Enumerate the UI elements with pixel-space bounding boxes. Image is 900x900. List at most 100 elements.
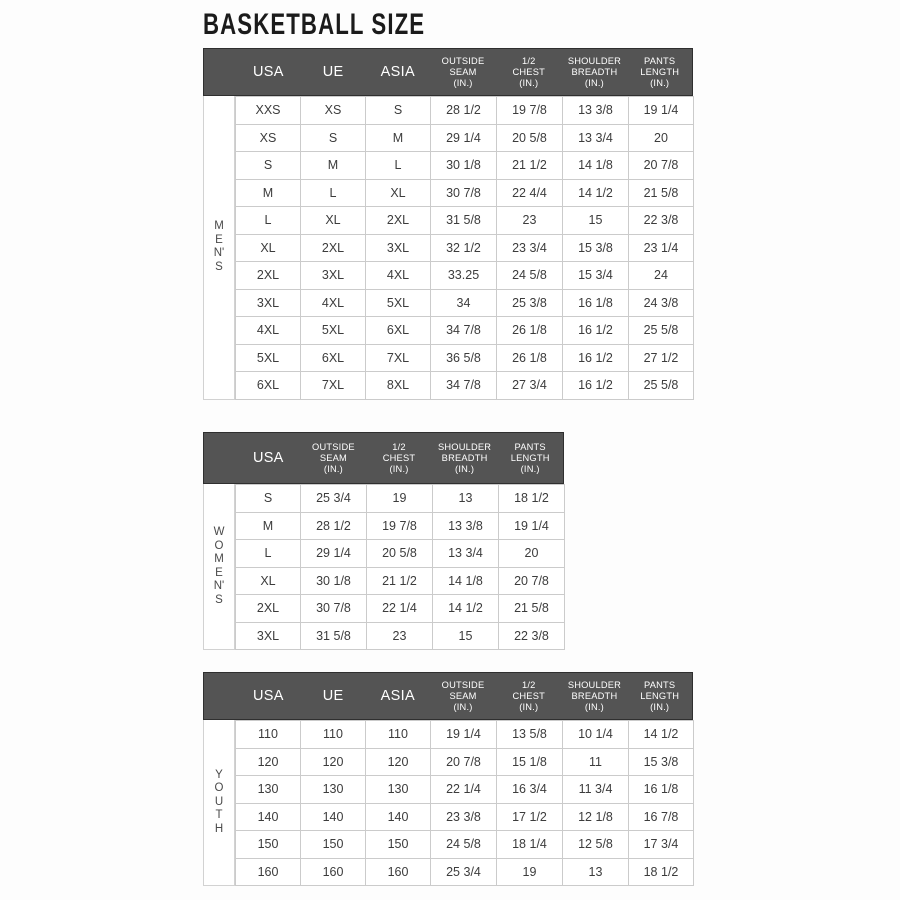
table-row: XXS XS S 28 1/2 19 7/8 13 3/8 19 1/4 [235,96,694,125]
cell-mens-usa: XS [235,123,301,152]
cell-youth-pants: 15 3/8 [628,747,694,776]
cell-mens-usa: 6XL [235,371,301,400]
header-label-spacer [204,49,236,95]
table-row: S 25 3/4 19 13 18 1/2 [235,484,565,513]
cell-womens-shoulder: 13 [432,484,499,513]
column-header-line: (IN.) [453,77,473,88]
cell-mens-asia: 3XL [365,233,431,262]
cell-womens-chest: 22 1/4 [366,594,433,623]
column-header-line: SEAM [449,690,477,701]
category-label-letter: O [214,539,224,552]
cell-mens-asia: 5XL [365,288,431,317]
column-header-womens-usa: USA [236,433,301,483]
cell-mens-usa: XXS [235,96,301,125]
cell-womens-shoulder: 13 3/8 [432,511,499,540]
cell-youth-shoulder: 13 [562,857,629,886]
cell-mens-chest: 19 7/8 [496,96,563,125]
cell-womens-seam: 29 1/4 [300,539,367,568]
cell-womens-chest: 19 [366,484,433,513]
header-label-spacer [204,673,236,719]
cell-womens-seam: 30 7/8 [300,594,367,623]
cell-youth-chest: 16 3/4 [496,775,563,804]
cell-mens-pants: 20 [628,123,694,152]
cell-mens-ue: XL [300,206,366,235]
column-header-line: USA [253,64,284,80]
cell-mens-ue: XS [300,96,366,125]
table-header-youth: USA UE ASIA OUTSIDE SEAM (IN.) 1/2 CHEST (IN.) SH… [203,672,693,720]
table-row: 5XL 6XL 7XL 36 5/8 26 1/8 16 1/2 27 1/2 [235,343,694,372]
table-row: M L XL 30 7/8 22 4/4 14 1/2 21 5/8 [235,178,694,207]
category-label-letter: Y [215,768,223,781]
table-header-womens: USA OUTSIDE SEAM (IN.) 1/2 CHEST (IN.) SHOULDER… [203,432,564,484]
cell-mens-chest: 25 3/8 [496,288,563,317]
cell-mens-chest: 26 1/8 [496,343,563,372]
column-header-youth-asia: ASIA [365,673,430,719]
category-label-letter: S [215,260,223,273]
table-row: 4XL 5XL 6XL 34 7/8 26 1/8 16 1/2 25 5/8 [235,316,694,345]
size-table-grid-womens: S 25 3/4 19 13 18 1/2 M 28 1/2 19 7/8 13 3/8 19 1… [235,484,565,650]
column-header-line: 1/2 [392,441,406,452]
column-header-mens-shoulder: SHOULDER BREADTH (IN.) [562,49,628,95]
cell-womens-shoulder: 14 1/2 [432,594,499,623]
cell-mens-ue: 4XL [300,288,366,317]
cell-youth-asia: 120 [365,747,431,776]
size-table-grid-youth: 110 110 110 19 1/4 13 5/8 10 1/4 14 1/2 120 120 1… [235,720,694,886]
cell-youth-pants: 16 1/8 [628,775,694,804]
cell-mens-chest: 26 1/8 [496,316,563,345]
column-header-line: 1/2 [521,679,536,690]
cell-youth-usa: 150 [235,830,301,859]
column-header-line: (IN.) [455,463,475,474]
cell-womens-usa: L [235,539,301,568]
cell-youth-asia: 110 [365,720,431,749]
cell-womens-shoulder: 14 1/8 [432,566,499,595]
cell-womens-seam: 30 1/8 [300,566,367,595]
cell-womens-seam: 28 1/2 [300,511,367,540]
cell-mens-pants: 25 5/8 [628,316,694,345]
category-label-mens: M E N' S [203,96,235,400]
cell-mens-shoulder: 15 3/4 [562,261,629,290]
cell-womens-usa: 2XL [235,594,301,623]
cell-mens-shoulder: 14 1/2 [562,178,629,207]
cell-mens-pants: 20 7/8 [628,151,694,180]
cell-youth-chest: 18 1/4 [496,830,563,859]
cell-youth-chest: 13 5/8 [496,720,563,749]
column-header-line: (IN.) [584,77,604,88]
cell-youth-asia: 140 [365,802,431,831]
size-table-grid-mens: XXS XS S 28 1/2 19 7/8 13 3/8 19 1/4 XS S M 29 1/4… [235,96,694,400]
table-row: 150 150 150 24 5/8 18 1/4 12 5/8 17 3/4 [235,830,694,859]
cell-youth-ue: 140 [300,802,366,831]
category-label-letter: N' [213,580,225,592]
cell-womens-seam: 25 3/4 [300,484,367,513]
cell-womens-shoulder: 13 3/4 [432,539,499,568]
cell-mens-seam: 30 7/8 [430,178,497,207]
column-header-line: PANTS [644,679,676,690]
column-header-line: USA [252,450,284,466]
cell-youth-seam: 24 5/8 [430,830,497,859]
cell-womens-pants: 19 1/4 [498,511,565,540]
table-row: 3XL 4XL 5XL 34 25 3/8 16 1/8 24 3/8 [235,288,694,317]
column-header-line: LENGTH [640,690,680,701]
cell-mens-ue: S [300,123,366,152]
cell-womens-chest: 23 [366,621,433,650]
category-label-letter: W [213,526,225,538]
table-row: L XL 2XL 31 5/8 23 15 22 3/8 [235,206,694,235]
cell-mens-usa: 2XL [235,261,301,290]
table-header-mens: USA UE ASIA OUTSIDE SEAM (IN.) 1/2 CHEST (IN.) SH… [203,48,693,96]
cell-youth-ue: 120 [300,747,366,776]
cell-youth-asia: 130 [365,775,431,804]
category-label-letter: U [214,795,224,808]
table-row: XL 2XL 3XL 32 1/2 23 3/4 15 3/8 23 1/4 [235,233,694,262]
cell-mens-usa: 5XL [235,343,301,372]
size-table-mens: M E N' S XXS XS S 28 1/2 19 7/8 13 3/8 19 1/4 XS S M 2… [203,96,694,400]
column-header-womens-pants: PANTS LENGTH (IN.) [497,433,563,483]
column-header-line: OUTSIDE [441,55,485,66]
category-label-letter: E [215,566,223,579]
cell-youth-seam: 25 3/4 [430,857,497,886]
column-header-line: LENGTH [640,66,680,77]
cell-mens-asia: L [365,151,431,180]
table-row: 2XL 3XL 4XL 33.25 24 5/8 15 3/4 24 [235,261,694,290]
cell-mens-ue: 3XL [300,261,366,290]
cell-mens-shoulder: 16 1/2 [562,371,629,400]
cell-mens-seam: 34 7/8 [430,371,497,400]
column-header-line: (IN.) [389,463,409,474]
